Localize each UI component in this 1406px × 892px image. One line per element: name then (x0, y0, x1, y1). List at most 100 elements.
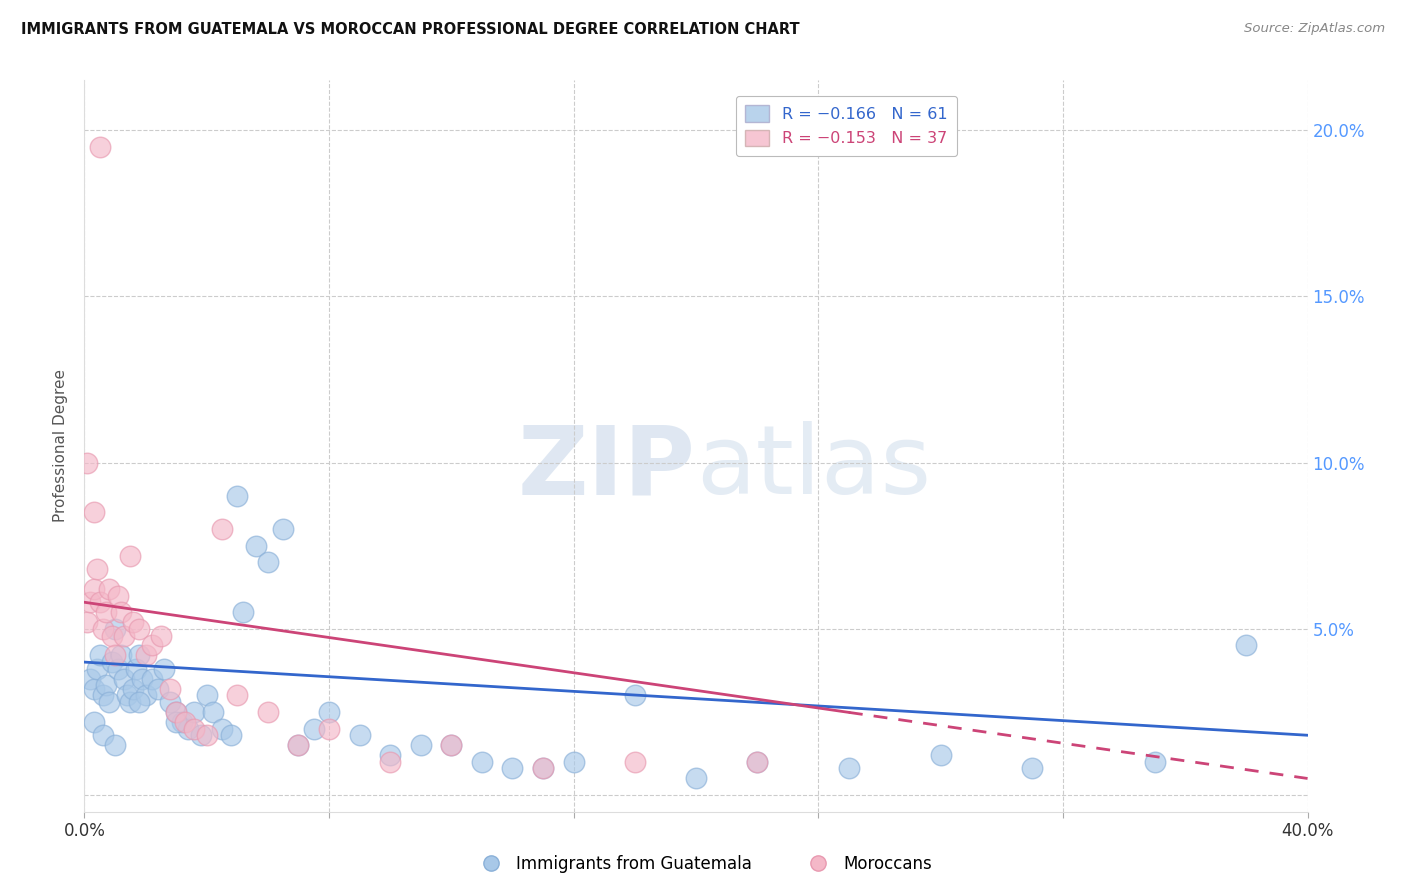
Point (562, 755, 585, 769)
Point (471, 755, 494, 769)
Point (440, 738, 463, 752)
Point (76, 615, 98, 630)
Point (104, 648, 127, 663)
Point (440, 738, 463, 752)
Point (128, 695, 150, 709)
Point (135, 648, 157, 663)
Text: IMMIGRANTS FROM GUATEMALA VS MOROCCAN PROFESSIONAL DEGREE CORRELATION CHART: IMMIGRANTS FROM GUATEMALA VS MOROCCAN PR… (21, 22, 800, 37)
Point (271, 522, 294, 536)
Point (107, 662, 129, 676)
Point (83, 681, 105, 696)
Point (531, 762, 554, 776)
Point (141, 672, 163, 686)
Point (86, 562, 108, 576)
Point (79, 595, 101, 609)
Text: atlas: atlas (696, 421, 931, 515)
Point (135, 689, 157, 703)
Point (183, 722, 205, 736)
Point (83, 582, 105, 596)
Point (89, 648, 111, 663)
Point (349, 728, 371, 742)
Point (94, 678, 117, 692)
Point (89, 595, 111, 609)
Point (409, 738, 432, 752)
Point (257, 555, 280, 569)
Point (502, 762, 524, 776)
Point (120, 549, 142, 563)
Point (195, 689, 218, 703)
Point (190, 728, 212, 742)
Point (159, 681, 181, 696)
Point (141, 639, 163, 653)
Point (97, 582, 120, 596)
Point (101, 655, 124, 669)
Point (97, 695, 120, 709)
Point (112, 672, 135, 686)
Point (531, 762, 554, 776)
Point (159, 695, 181, 709)
Point (201, 705, 224, 719)
Point (83, 506, 105, 520)
Point (104, 622, 127, 636)
Point (245, 539, 267, 553)
Point (165, 705, 187, 719)
Point (122, 615, 145, 630)
Text: ZIP: ZIP (517, 421, 696, 515)
Point (122, 681, 145, 696)
Point (287, 738, 309, 752)
Point (125, 662, 148, 676)
Point (91, 622, 114, 636)
Point (89, 140, 111, 154)
Point (747, 755, 769, 769)
Point (380, 755, 402, 769)
Point (128, 648, 150, 663)
Point (226, 689, 249, 703)
Point (624, 755, 647, 769)
Point (747, 755, 769, 769)
Point (128, 622, 150, 636)
Point (76, 456, 98, 470)
Point (219, 728, 242, 742)
Point (211, 522, 233, 536)
Point (165, 705, 187, 719)
Point (79, 672, 101, 686)
Point (115, 689, 138, 703)
Point (153, 662, 176, 676)
Point (165, 714, 187, 729)
Point (302, 722, 325, 736)
Point (91, 689, 114, 703)
Point (94, 605, 117, 619)
Point (86, 662, 108, 676)
Point (257, 705, 280, 719)
Point (183, 705, 205, 719)
Point (107, 589, 129, 603)
Point (226, 489, 249, 503)
Point (91, 728, 114, 742)
Point (211, 722, 233, 736)
Point (174, 714, 197, 729)
Point (685, 772, 707, 786)
Point (318, 722, 340, 736)
Point (1236, 639, 1258, 653)
Point (110, 605, 132, 619)
Y-axis label: Professional Degree: Professional Degree (53, 369, 69, 523)
Point (120, 695, 142, 709)
Point (131, 672, 153, 686)
Point (177, 722, 200, 736)
Point (318, 705, 340, 719)
Text: Source: ZipAtlas.com: Source: ZipAtlas.com (1244, 22, 1385, 36)
Point (195, 728, 218, 742)
Point (172, 714, 194, 729)
Point (1143, 755, 1166, 769)
Point (101, 628, 124, 642)
Point (624, 689, 647, 703)
Point (149, 628, 172, 642)
Legend: R = −0.166   N = 61, R = −0.153   N = 37: R = −0.166 N = 61, R = −0.153 N = 37 (735, 95, 957, 156)
Point (838, 762, 860, 776)
Point (380, 748, 402, 763)
Point (232, 605, 254, 619)
Point (112, 628, 135, 642)
Point (83, 714, 105, 729)
Point (110, 648, 132, 663)
Point (146, 681, 169, 696)
